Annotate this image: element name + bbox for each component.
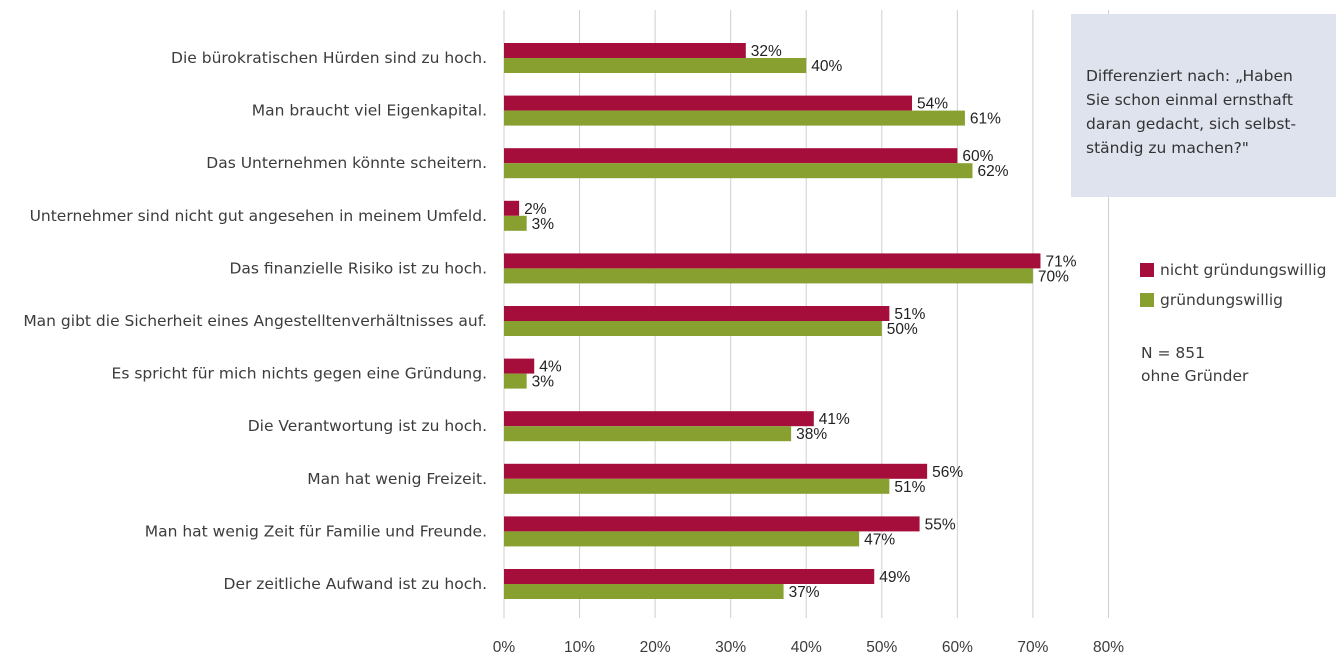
value-label: 49%	[879, 569, 910, 586]
bar	[504, 253, 1041, 269]
value-label: 51%	[894, 479, 925, 496]
x-tick-label: 40%	[791, 639, 822, 655]
x-tick-label: 10%	[564, 639, 595, 655]
value-label: 2%	[524, 201, 547, 218]
info-line-2: Sie schon einmal ernsthaft	[1086, 91, 1293, 109]
bar	[504, 411, 814, 427]
bar	[504, 200, 520, 216]
bar	[504, 43, 746, 58]
category-label: Man hat wenig Freizeit.	[307, 470, 487, 488]
x-tick-label: 0%	[493, 639, 516, 655]
bar	[504, 110, 965, 126]
x-tick-label: 30%	[715, 639, 746, 655]
category-label: Man gibt die Sicherheit eines Angestellt…	[23, 312, 487, 330]
legend: nicht gründungswillig gründungswillig	[1140, 255, 1326, 315]
value-label: 3%	[532, 216, 555, 233]
legend-label: nicht gründungswillig	[1160, 261, 1327, 279]
x-tick-label: 70%	[1017, 639, 1048, 655]
bar	[504, 58, 807, 73]
bar	[504, 95, 913, 111]
value-label: 54%	[917, 96, 948, 113]
value-label: 60%	[962, 148, 993, 165]
value-label: 70%	[1038, 268, 1069, 285]
bar	[504, 163, 973, 179]
bar	[504, 268, 1033, 284]
sample-note: N = 851 ohne Gründer	[1141, 342, 1248, 388]
value-label: 32%	[751, 43, 782, 60]
value-label: 61%	[970, 111, 1001, 128]
value-label: 47%	[864, 531, 895, 548]
category-labels: Die bürokratischen Hürden sind zu hoch. M…	[23, 49, 487, 593]
category-label: Man braucht viel Eigenkapital.	[252, 102, 487, 120]
bar	[504, 148, 958, 164]
value-label: 55%	[925, 516, 956, 533]
x-tick-label: 20%	[640, 639, 671, 655]
value-label: 41%	[819, 411, 850, 428]
legend-item-nicht-gruendungswillig: nicht gründungswillig	[1140, 255, 1326, 285]
bar	[504, 306, 890, 321]
x-tick-label: 80%	[1093, 639, 1124, 655]
value-label: 62%	[977, 163, 1008, 180]
category-label: Die Verantwortung ist zu hoch.	[248, 417, 487, 435]
bar	[504, 463, 928, 479]
value-label: 50%	[887, 321, 918, 338]
legend-label: gründungswillig	[1160, 291, 1284, 309]
filter-info-box: Differenziert nach: „Haben Sie schon ein…	[1071, 14, 1336, 197]
bar	[504, 215, 527, 231]
category-label: Das finanzielle Risiko ist zu hoch.	[229, 259, 487, 277]
info-line-3: daran gedacht, sich selbst-	[1086, 115, 1297, 133]
value-label: 38%	[796, 426, 827, 443]
sample-subset: ohne Gründer	[1141, 367, 1249, 385]
value-label: 40%	[811, 58, 842, 75]
x-tick-label: 50%	[866, 639, 897, 655]
bar	[504, 426, 792, 442]
category-label: Es spricht für mich nichts gegen eine Gr…	[112, 365, 487, 383]
value-labels: 32%40%54%61%60%62%2%3%71%70%51%50%4%3%41…	[524, 43, 1077, 601]
value-label: 56%	[932, 464, 963, 481]
x-axis-ticks: 0% 10% 20% 30% 40% 50% 60% 70% 80%	[493, 639, 1124, 655]
value-label: 4%	[539, 359, 562, 376]
bar	[504, 478, 890, 494]
bar	[504, 358, 535, 374]
value-label: 51%	[894, 306, 925, 323]
category-label: Die bürokratischen Hürden sind zu hoch.	[171, 49, 487, 67]
bar	[504, 584, 784, 599]
sample-size: N = 851	[1141, 344, 1206, 362]
legend-item-gruendungswillig: gründungswillig	[1140, 285, 1326, 315]
bar	[504, 373, 527, 389]
info-line-4: ständig zu machen?"	[1086, 139, 1249, 157]
category-label: Das Unternehmen könnte scheitern.	[206, 154, 487, 172]
value-label: 71%	[1045, 253, 1076, 270]
bar	[504, 321, 882, 336]
value-label: 37%	[789, 584, 820, 601]
value-label: 3%	[532, 374, 555, 391]
info-line-1: Differenziert nach: „Haben	[1086, 67, 1293, 85]
legend-swatch-red	[1140, 263, 1154, 277]
bars	[504, 43, 1041, 599]
category-label: Der zeitliche Aufwand ist zu hoch.	[224, 575, 487, 593]
bar	[504, 516, 920, 532]
category-label: Unternehmer sind nicht gut angesehen in …	[30, 207, 487, 225]
x-tick-label: 60%	[942, 639, 973, 655]
legend-swatch-green	[1140, 293, 1154, 307]
bar	[504, 569, 875, 584]
bar	[504, 531, 860, 547]
category-label: Man hat wenig Zeit für Familie und Freun…	[145, 522, 487, 540]
